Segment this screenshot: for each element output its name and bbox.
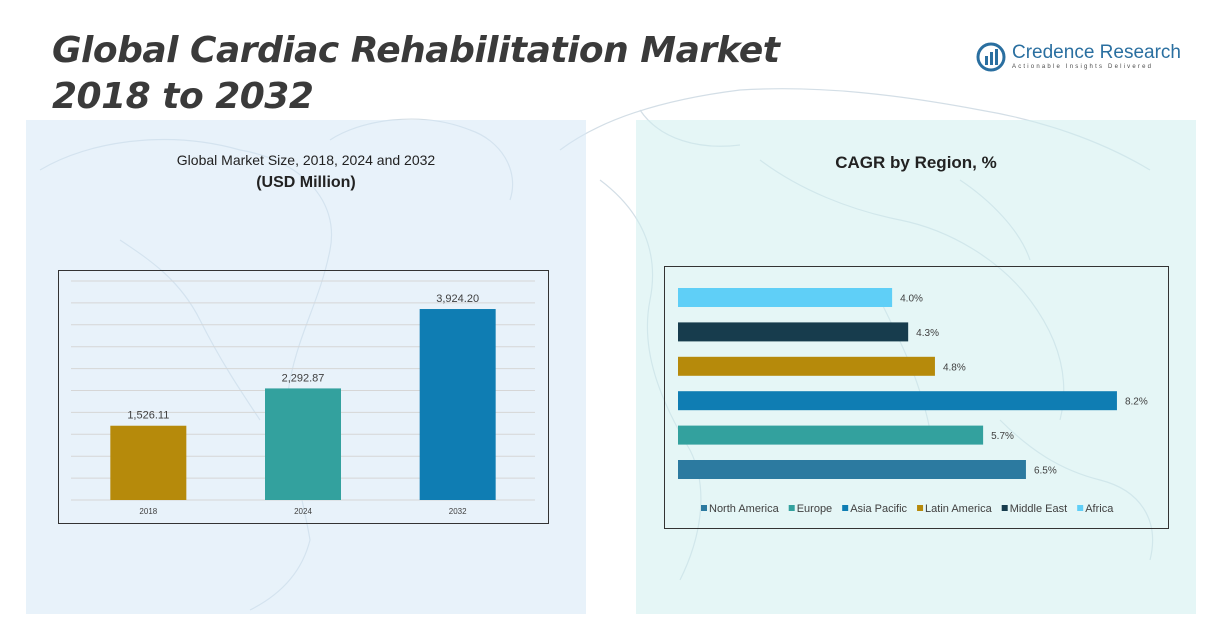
bar-2018 — [110, 425, 187, 500]
cagr-bar-north-america — [678, 460, 1026, 479]
cagr-value-label: 6.5% — [1034, 466, 1057, 477]
legend-label: Asia Pacific — [850, 503, 907, 515]
legend-swatch — [842, 505, 849, 511]
legend-label: Europe — [797, 503, 832, 515]
market-size-chart: 1,526.11 2018 2,292.87 2024 3,924.20 2032 — [58, 270, 549, 524]
cagr-value-label: 4.8% — [943, 362, 966, 373]
page-title: Global Cardiac Rehabilitation Market 201… — [52, 30, 780, 117]
bar-2024 — [265, 388, 341, 500]
bar-value-label: 1,526.11 — [127, 410, 169, 422]
x-tick-label: 2018 — [139, 507, 157, 516]
cagr-bar-asia-pacific — [678, 391, 1117, 411]
cagr-value-label: 8.2% — [1125, 397, 1148, 408]
cagr-bar-africa — [678, 288, 893, 307]
cagr-value-label: 5.7% — [991, 431, 1014, 442]
legend-item: Asia Pacific — [842, 503, 908, 515]
bar-value-label: 2,292.87 — [282, 372, 325, 384]
cagr-chart: 4.0% 4.3% 4.8% 8.2% 5.7% 6.5% North America Eur… — [664, 266, 1169, 529]
cagr-chart-title: CAGR by Region, % — [835, 153, 997, 172]
legend-swatch — [1077, 505, 1084, 511]
legend-swatch — [917, 505, 924, 511]
legend-swatch — [1001, 505, 1008, 511]
legend-label: Middle East — [1010, 503, 1067, 515]
cagr-value-label: 4.3% — [916, 328, 939, 339]
legend-item: Europe — [788, 503, 832, 515]
legend-swatch — [701, 505, 707, 511]
legend-swatch — [788, 505, 795, 511]
bar-2032 — [419, 309, 496, 500]
cagr-chart-svg: 4.0% 4.3% 4.8% 8.2% 5.7% 6.5% North America Eur… — [678, 288, 1148, 515]
x-tick-label: 2032 — [449, 507, 467, 516]
market-size-chart-title: Global Market Size, 2018, 2024 and 2032 — [176, 152, 436, 168]
legend-item: Latin America — [917, 503, 993, 515]
legend-label: Africa — [1085, 503, 1114, 515]
legend-item: North America — [701, 503, 780, 515]
cagr-value-label: 4.0% — [900, 294, 923, 305]
cagr-bar-europe — [678, 425, 984, 445]
cagr-bar-latin-america — [678, 356, 935, 376]
logo-icon — [976, 42, 1006, 72]
legend-item: Middle East — [1001, 503, 1067, 515]
logo-tagline: Actionable Insights Delivered — [1012, 64, 1154, 70]
logo-name: Credence Research — [1012, 42, 1181, 63]
market-size-chart-unit: (USD Million) — [256, 174, 356, 191]
x-tick-label: 2024 — [294, 507, 312, 516]
legend-item: Africa — [1077, 503, 1114, 515]
market-size-chart-svg: 1,526.11 2018 2,292.87 2024 3,924.20 2032 — [71, 280, 535, 516]
legend-label: Latin America — [925, 503, 993, 515]
legend-label: North America — [709, 503, 780, 515]
bar-value-label: 3,924.20 — [436, 293, 479, 305]
credence-research-logo: Credence Research Actionable Insights De… — [976, 40, 1181, 76]
cagr-bar-middle-east — [678, 322, 909, 342]
